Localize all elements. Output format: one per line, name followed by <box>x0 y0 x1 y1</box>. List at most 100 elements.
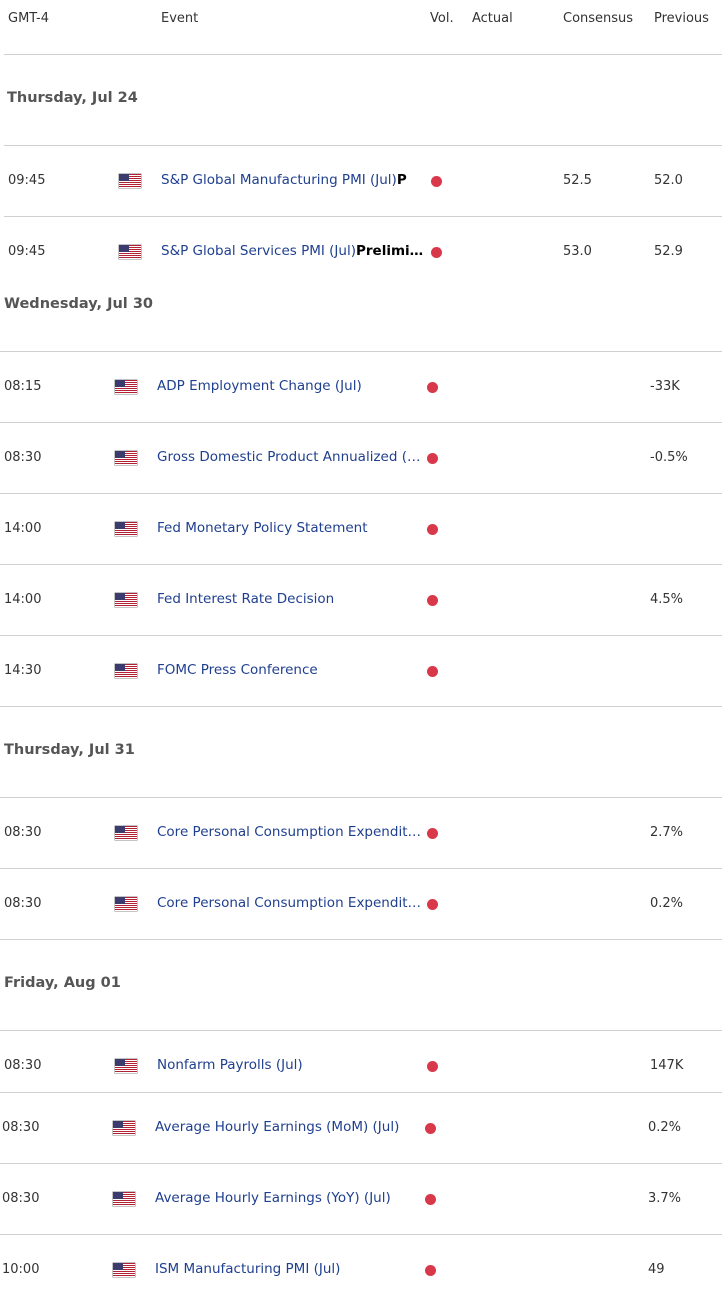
us-flag-icon <box>115 826 137 840</box>
event-time: 10:00 <box>2 1262 40 1277</box>
us-flag-icon <box>119 174 141 188</box>
event-name: FOMC Press Conference <box>157 662 318 678</box>
event-time: 09:45 <box>8 173 46 188</box>
consensus-value: 53.0 <box>563 244 592 259</box>
timezone-header[interactable]: GMT-4 <box>8 11 49 26</box>
us-flag-icon <box>113 1121 135 1135</box>
us-flag-icon <box>115 380 137 394</box>
volatility-high-icon <box>425 1194 436 1205</box>
day-header: Friday, Aug 01 <box>4 975 121 991</box>
event-name: Fed Monetary Policy Statement <box>157 520 368 536</box>
event-time: 09:45 <box>8 244 46 259</box>
event-time: 14:00 <box>4 592 42 607</box>
event-name-link[interactable]: Gross Domestic Product Annualized (… <box>157 449 420 465</box>
volatility-high-icon <box>427 828 438 839</box>
row-divider <box>4 54 722 55</box>
event-time: 08:30 <box>4 896 42 911</box>
event-name-link[interactable]: Average Hourly Earnings (MoM) (Jul) <box>155 1119 399 1135</box>
volatility-column-header: Vol. <box>430 11 454 26</box>
event-tag: P <box>396 172 407 188</box>
volatility-high-icon <box>425 1265 436 1276</box>
event-name: Average Hourly Earnings (YoY) (Jul) <box>155 1190 391 1206</box>
event-name: S&P Global Manufacturing PMI (Jul) <box>161 172 397 188</box>
event-name-link[interactable]: Core Personal Consumption Expendit… <box>157 824 421 840</box>
previous-value: 4.5% <box>650 592 684 607</box>
event-name: Gross Domestic Product Annualized (… <box>157 449 421 465</box>
previous-value: 52.0 <box>654 173 683 188</box>
us-flag-icon <box>115 1059 137 1073</box>
event-time: 14:00 <box>4 521 42 536</box>
volatility-high-icon <box>427 382 438 393</box>
event-time: 08:30 <box>4 450 42 465</box>
previous-value: 0.2% <box>648 1120 682 1135</box>
event-name-link[interactable]: Fed Interest Rate Decision <box>157 591 334 607</box>
previous-value: 3.7% <box>648 1191 682 1206</box>
previous-value: -0.5% <box>650 450 688 465</box>
us-flag-icon <box>119 245 141 259</box>
event-name: Average Hourly Earnings (MoM) (Jul) <box>155 1119 400 1135</box>
row-divider <box>0 493 722 494</box>
row-divider <box>0 1163 722 1164</box>
consensus-value: 52.5 <box>563 173 592 188</box>
volatility-high-icon <box>427 666 438 677</box>
event-name-link[interactable]: Core Personal Consumption Expendit… <box>157 895 421 911</box>
day-header: Thursday, Jul 24 <box>7 90 138 106</box>
previous-value: 2.7% <box>650 825 684 840</box>
row-divider <box>0 422 722 423</box>
row-divider <box>4 145 722 146</box>
row-divider <box>0 868 722 869</box>
event-time: 08:30 <box>4 1058 42 1073</box>
previous-value: 147K <box>650 1058 684 1073</box>
event-name: Nonfarm Payrolls (Jul) <box>157 1057 303 1073</box>
row-divider <box>0 1092 722 1093</box>
us-flag-icon <box>115 522 137 536</box>
row-divider <box>0 1030 722 1031</box>
event-name-link[interactable]: Average Hourly Earnings (YoY) (Jul) <box>155 1190 391 1206</box>
volatility-high-icon <box>427 595 438 606</box>
event-name-link[interactable]: S&P Global Services PMI (Jul)Prelimi… <box>161 243 423 259</box>
row-divider <box>0 797 722 798</box>
event-time: 08:30 <box>2 1191 40 1206</box>
event-name: Core Personal Consumption Expendit… <box>157 824 421 840</box>
volatility-high-icon <box>427 1061 438 1072</box>
volatility-high-icon <box>427 524 438 535</box>
day-header: Wednesday, Jul 30 <box>4 296 153 312</box>
event-name-link[interactable]: ISM Manufacturing PMI (Jul) <box>155 1261 340 1277</box>
previous-value: 49 <box>648 1262 665 1277</box>
consensus-column-header: Consensus <box>563 11 634 26</box>
volatility-high-icon <box>425 1123 436 1134</box>
volatility-high-icon <box>427 453 438 464</box>
us-flag-icon <box>113 1192 135 1206</box>
event-time: 08:30 <box>2 1120 40 1135</box>
event-name-link[interactable]: S&P Global Manufacturing PMI (Jul)P <box>161 172 407 188</box>
us-flag-icon <box>113 1263 135 1277</box>
row-divider <box>0 1234 722 1235</box>
volatility-high-icon <box>427 899 438 910</box>
us-flag-icon <box>115 897 137 911</box>
event-name: Fed Interest Rate Decision <box>157 591 335 607</box>
event-name: ADP Employment Change (Jul) <box>157 378 362 394</box>
event-name-link[interactable]: ADP Employment Change (Jul) <box>157 378 362 394</box>
event-name: ISM Manufacturing PMI (Jul) <box>155 1261 341 1277</box>
event-name-link[interactable]: Fed Monetary Policy Statement <box>157 520 368 536</box>
event-column-header: Event <box>161 11 199 26</box>
event-name-link[interactable]: Nonfarm Payrolls (Jul) <box>157 1057 303 1073</box>
previous-value: 52.9 <box>654 244 683 259</box>
actual-column-header: Actual <box>472 11 513 26</box>
row-divider <box>0 706 722 707</box>
event-tag: Prelimi… <box>356 243 424 259</box>
event-time: 08:15 <box>4 379 42 394</box>
us-flag-icon <box>115 451 137 465</box>
volatility-high-icon <box>431 176 442 187</box>
row-divider <box>0 635 722 636</box>
event-time: 08:30 <box>4 825 42 840</box>
previous-value: 0.2% <box>650 896 684 911</box>
event-name-link[interactable]: FOMC Press Conference <box>157 662 318 678</box>
row-divider <box>0 939 722 940</box>
event-time: 14:30 <box>4 663 42 678</box>
volatility-high-icon <box>431 247 442 258</box>
previous-value: -33K <box>650 379 680 394</box>
us-flag-icon <box>115 664 137 678</box>
day-header: Thursday, Jul 31 <box>4 742 135 758</box>
previous-column-header: Previous <box>654 11 709 26</box>
